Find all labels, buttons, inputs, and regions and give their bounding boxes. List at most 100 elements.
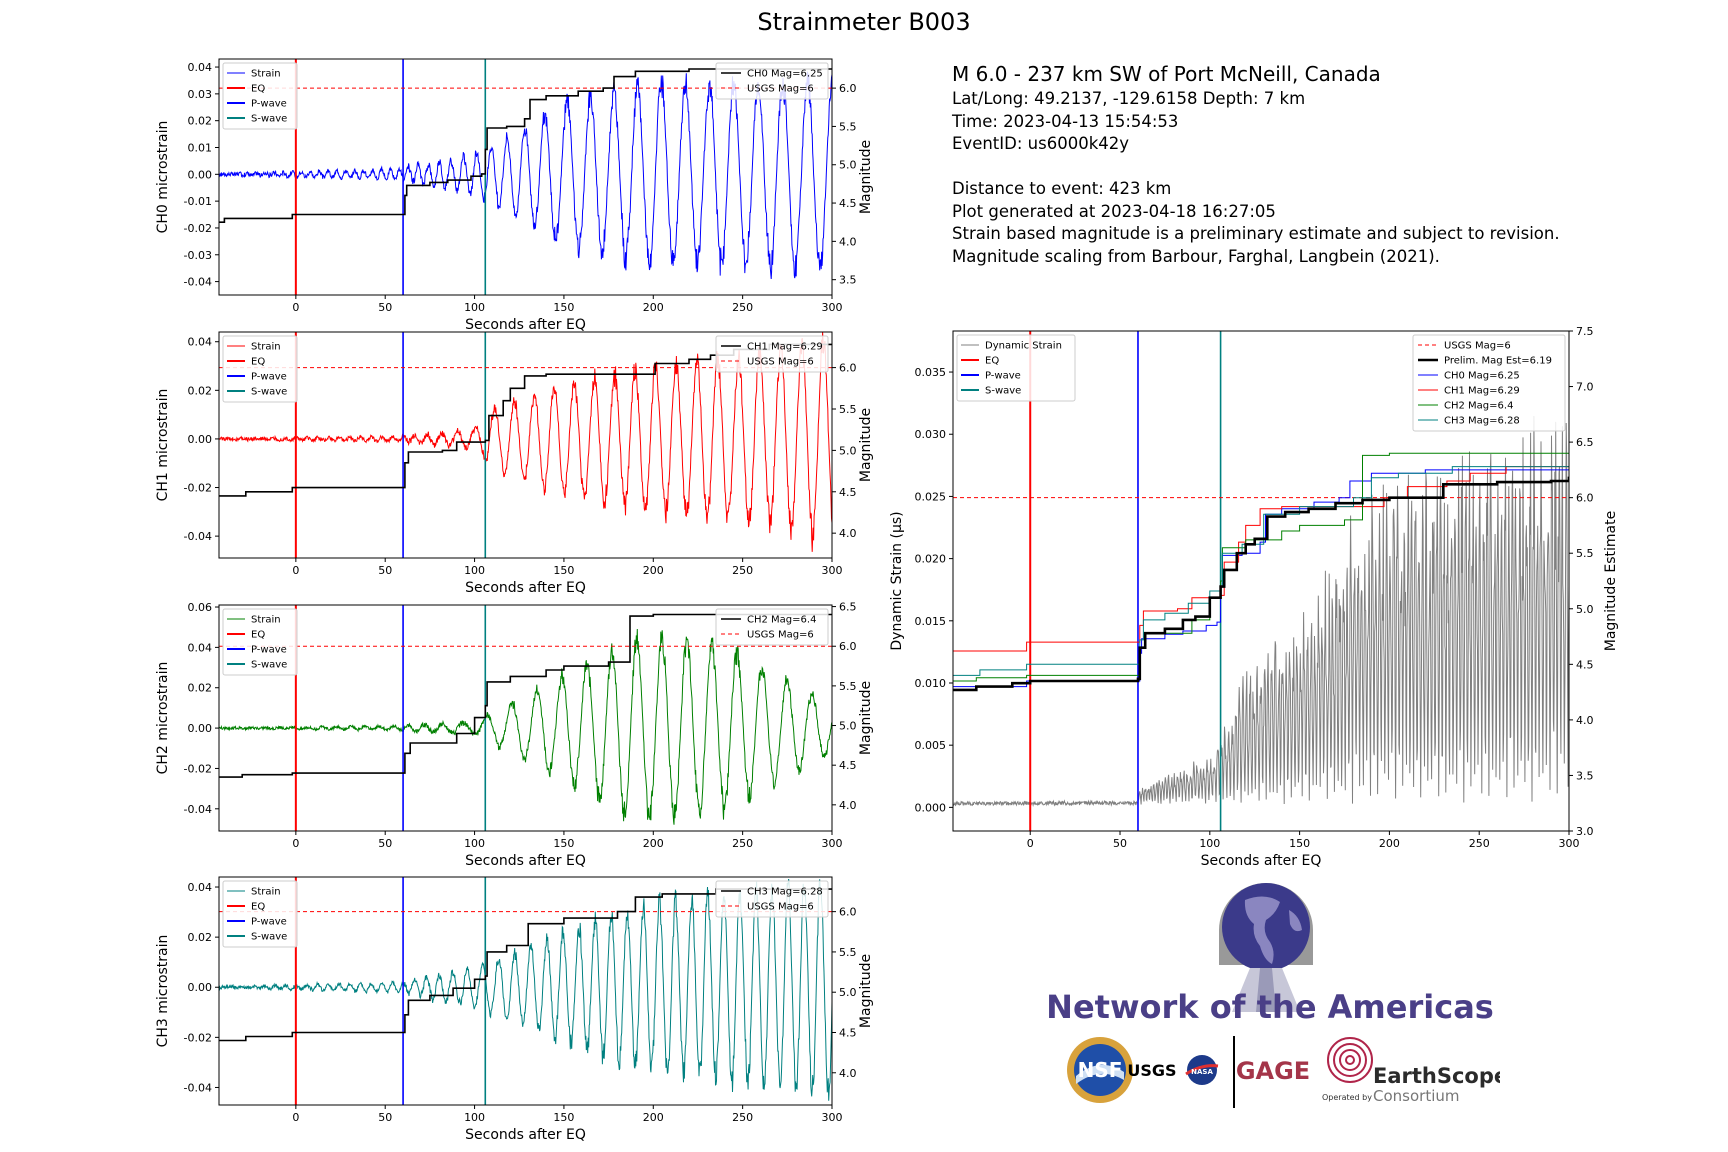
y-tick-label: -0.04 (184, 530, 212, 543)
x-tick-label: 150 (553, 301, 574, 314)
network-of-the-americas-logo: Network of the Americas NSF USGS NASA GA… (1046, 883, 1500, 1108)
y2-tick-label: 6.0 (839, 906, 857, 919)
x-tick-label: 200 (643, 564, 664, 577)
usgs-label: USGS (1127, 1061, 1176, 1080)
y2-tick-label: 4.0 (839, 235, 857, 248)
y2-tick-label: 5.0 (839, 444, 857, 457)
magnitude-step-line (219, 68, 832, 223)
y2-tick-label: 5.0 (1576, 603, 1594, 616)
x-tick-label: 150 (553, 564, 574, 577)
y-tick-label: 0.005 (915, 739, 947, 752)
legend-entry: Strain (251, 887, 281, 898)
legend-right: USGS Mag=6 Prelim. Mag Est=6.19 CH0 Mag=6.… (1412, 334, 1566, 432)
y2-tick-label: 5.0 (839, 720, 857, 733)
y-tick-label: 0.02 (188, 682, 213, 695)
nasa-label: NASA (1191, 1068, 1213, 1076)
y-axis-label: Dynamic Strain (μs) (889, 511, 905, 650)
x-tick-label: 100 (464, 837, 485, 850)
legend-entry: S-wave (251, 387, 287, 398)
legend-right: CH1 Mag=6.29 USGS Mag=6 (715, 335, 829, 373)
event-time: Time: 2023-04-13 15:54:53 (952, 111, 1179, 131)
y-tick-label: 0.00 (188, 722, 213, 735)
x-tick-label: 200 (643, 301, 664, 314)
x-tick-label: 250 (732, 837, 753, 850)
y2-tick-label: 5.5 (839, 403, 857, 416)
y2-tick-label: 4.0 (1576, 714, 1594, 727)
legend-entry: CH1 Mag=6.29 (747, 342, 823, 353)
event-latlong: Lat/Long: 49.2137, -129.6158 Depth: 7 km (952, 89, 1306, 108)
legend-entry: Strain (251, 69, 281, 80)
x-tick-label: 250 (732, 1111, 753, 1124)
y2-tick-label: 3.5 (1576, 769, 1594, 782)
x-tick-label: 300 (822, 301, 843, 314)
x-tick-label: 100 (464, 1111, 485, 1124)
y2-tick-label: 7.0 (1576, 381, 1594, 394)
legend-entry: Dynamic Strain (985, 341, 1062, 352)
x-tick-label: 250 (1469, 837, 1490, 850)
legend-entry: Strain (251, 615, 281, 626)
y2-axis-label: Magnitude (858, 408, 874, 482)
legend-entry: CH2 Mag=6.4 (1444, 401, 1513, 412)
legend-entry: USGS Mag=6 (1444, 341, 1511, 352)
y-tick-label: 0.04 (188, 336, 213, 349)
legend-right: CH2 Mag=6.4 USGS Mag=6 (715, 608, 829, 646)
legend-right: CH3 Mag=6.28 USGS Mag=6 (715, 880, 829, 918)
y-tick-label: 0.02 (188, 931, 213, 944)
y-axis-label: CH2 microstrain (155, 662, 171, 775)
axes-frame (218, 604, 833, 832)
x-tick-label: 300 (822, 837, 843, 850)
earthscope-fingerprint-icon (1327, 1037, 1373, 1083)
legend-entry: EQ (985, 356, 999, 367)
event-headline: M 6.0 - 237 km SW of Port McNeill, Canad… (952, 62, 1381, 86)
x-tick-label: 50 (378, 301, 392, 314)
y-tick-label: -0.02 (184, 222, 212, 235)
y-tick-label: 0.02 (188, 115, 213, 128)
operated-by-label: Operated by (1322, 1093, 1372, 1102)
legend-entry: S-wave (251, 114, 287, 125)
x-tick-label: 100 (1199, 837, 1220, 850)
y2-tick-label: 5.5 (1576, 547, 1594, 560)
strain-line (219, 628, 832, 825)
y2-tick-label: 3.0 (1576, 825, 1594, 838)
strain-line (219, 332, 832, 552)
y2-tick-label: 3.5 (839, 274, 857, 287)
y-tick-label: 0.010 (915, 677, 947, 690)
plot-area (953, 331, 1569, 831)
legend-entry: Prelim. Mag Est=6.19 (1444, 356, 1552, 367)
magnitude-step-line (219, 888, 832, 1042)
axes-frame (952, 330, 1570, 832)
legend-entry: S-wave (251, 660, 287, 671)
y2-tick-label: 4.0 (839, 1067, 857, 1080)
x-tick-label: 0 (292, 837, 299, 850)
dynamic-strain-line (953, 415, 1569, 807)
x-tick-label: 50 (1113, 837, 1127, 850)
earthscope-label: EarthScope (1373, 1064, 1500, 1088)
y-tick-label: 0.015 (915, 615, 947, 628)
y-tick-label: 0.00 (188, 433, 213, 446)
event-distance: Distance to event: 423 km (952, 179, 1172, 198)
network-name: Network of the Americas (1046, 988, 1494, 1026)
legend-entry: P-wave (251, 645, 287, 656)
legend-entry: EQ (251, 630, 265, 641)
y-tick-label: -0.04 (184, 276, 212, 289)
y2-tick-label: 4.5 (1576, 658, 1594, 671)
y2-axis-label: Magnitude Estimate (1603, 511, 1619, 651)
x-tick-label: 150 (1289, 837, 1310, 850)
y-tick-label: 0.03 (188, 88, 213, 101)
y-axis-label: CH3 microstrain (155, 935, 171, 1048)
x-axis-label: Seconds after EQ (465, 1127, 586, 1143)
y2-tick-label: 4.5 (839, 1026, 857, 1039)
x-tick-label: 200 (643, 837, 664, 850)
x-tick-label: 0 (292, 1111, 299, 1124)
y2-tick-label: 6.0 (839, 362, 857, 375)
y2-tick-label: 5.0 (839, 159, 857, 172)
y-tick-label: 0.04 (188, 61, 213, 74)
y2-tick-label: 6.0 (839, 640, 857, 653)
y2-tick-label: 5.0 (839, 986, 857, 999)
legend-entry: EQ (251, 84, 265, 95)
magnitude-step-line (219, 343, 832, 497)
y2-axis-label: Magnitude (858, 140, 874, 214)
legend-entry: USGS Mag=6 (747, 84, 814, 95)
